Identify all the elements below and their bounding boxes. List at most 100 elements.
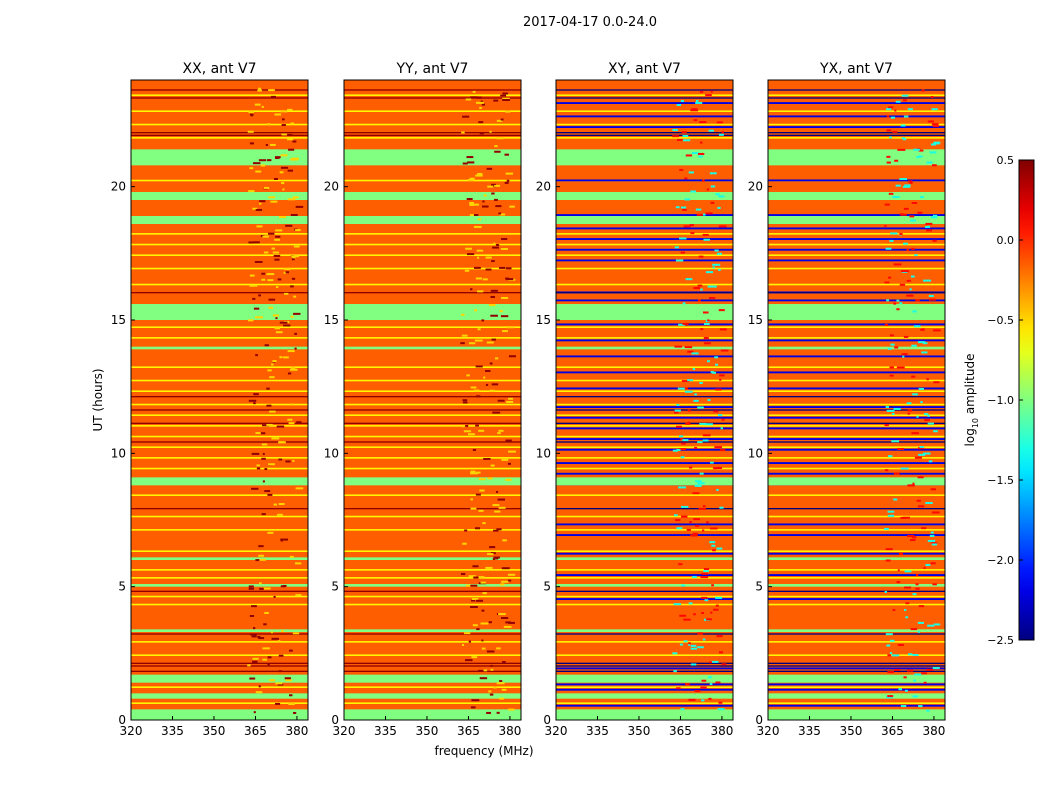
panel-yx: YX, ant V7 320 335 350 365 380 0 5 10 15 20 (748, 61, 946, 738)
heatmap-cell (473, 389, 480, 392)
heatmap-cell (702, 505, 706, 508)
heatmap-cell (247, 319, 254, 322)
heatmap-row (344, 149, 521, 166)
heatmap-cell (461, 643, 464, 646)
heatmap-cell (473, 213, 479, 216)
heatmap-cell (925, 501, 933, 504)
heatmap-cell (271, 247, 275, 250)
heatmap-cell (461, 425, 465, 428)
heatmap-cell (288, 422, 295, 425)
heatmap-cell (275, 702, 281, 705)
heatmap-cell (893, 302, 897, 305)
heatmap-row (768, 387, 945, 390)
heatmap-cell (887, 455, 893, 458)
heatmap-cell (296, 421, 302, 424)
heatmap-cell (905, 602, 910, 605)
heatmap-cell (702, 434, 711, 437)
heatmap-cell (916, 156, 919, 159)
heatmap-cell (258, 545, 264, 548)
heatmap-cell (933, 142, 940, 145)
heatmap-row (768, 326, 945, 328)
heatmap-cell (900, 213, 907, 216)
heatmap-cell (717, 708, 725, 711)
heatmap-cell (247, 664, 251, 667)
heatmap-row (344, 396, 521, 398)
heatmap-row (131, 110, 308, 112)
heatmap-cell (712, 549, 716, 552)
heatmap-cell (703, 568, 710, 571)
heatmap-cell (476, 395, 481, 398)
heatmap-cell (462, 115, 470, 118)
heatmap-cell (710, 660, 719, 663)
heatmap-cell (496, 647, 501, 650)
heatmap-cell (289, 694, 293, 697)
heatmap-cell (466, 156, 474, 159)
heatmap-cell (703, 238, 710, 241)
heatmap-row (556, 704, 733, 707)
heatmap-cell (918, 605, 925, 608)
heatmap-cell (270, 631, 274, 634)
heatmap-row (131, 283, 308, 286)
heatmap-cell (718, 309, 725, 312)
heatmap-cell (693, 119, 698, 122)
heatmap-cell (266, 273, 275, 276)
heatmap-cell (278, 503, 285, 506)
heatmap-cell (917, 476, 924, 479)
heatmap-cell (471, 699, 480, 702)
heatmap-cell (253, 241, 260, 244)
heatmap-cell (684, 177, 688, 180)
y-tick-label: 10 (748, 446, 763, 460)
heatmap-row (768, 590, 945, 592)
heatmap-cell (473, 225, 482, 228)
heatmap-cell (500, 118, 504, 121)
heatmap-cell (470, 605, 478, 608)
heatmap-row (131, 89, 308, 91)
heatmap-row (344, 686, 521, 688)
heatmap-cell (884, 469, 889, 472)
heatmap-cell (273, 177, 278, 180)
heatmap-row (131, 390, 308, 392)
heatmap-row (556, 179, 733, 182)
heatmap-cell (283, 268, 291, 271)
heatmap-cell (279, 171, 284, 174)
heatmap-cell (691, 108, 698, 111)
heatmap-cell (896, 308, 900, 311)
heatmap-row (344, 702, 521, 704)
heatmap-cell (292, 196, 299, 199)
heatmap-cell (710, 371, 714, 374)
heatmap-row (131, 409, 308, 411)
heatmap-cell (261, 443, 268, 446)
heatmap-cell (919, 446, 924, 449)
heatmap-cell (476, 96, 482, 99)
heatmap-cell (290, 213, 298, 216)
heatmap-cell (496, 119, 503, 122)
heatmap-cell (278, 458, 283, 461)
heatmap-cell (887, 510, 895, 513)
heatmap-cell (718, 133, 724, 136)
heatmap-row (556, 438, 733, 440)
heatmap-row (344, 132, 521, 134)
heatmap-row (344, 529, 521, 531)
heatmap-cell (889, 239, 894, 242)
heatmap-row (131, 629, 308, 632)
heatmap-row (768, 89, 945, 91)
heatmap-row (556, 577, 733, 579)
heatmap-cell (886, 108, 892, 111)
heatmap-row (556, 126, 733, 128)
heatmap-cell (698, 155, 703, 158)
heatmap-cell (672, 652, 678, 655)
heatmap-cell (267, 531, 274, 534)
heatmap-cell (505, 621, 511, 624)
heatmap-cell (885, 405, 889, 408)
heatmap-cell (702, 439, 709, 442)
heatmap-cell (710, 201, 715, 204)
heatmap-cell (490, 183, 496, 186)
heatmap-row (768, 574, 945, 576)
heatmap-cell (499, 679, 503, 682)
heatmap-row (344, 662, 521, 664)
heatmap-row (556, 403, 733, 406)
heatmap-row (768, 446, 945, 448)
heatmap-cell (254, 316, 263, 319)
heatmap-row (131, 662, 308, 664)
heatmap-cell (290, 285, 294, 288)
